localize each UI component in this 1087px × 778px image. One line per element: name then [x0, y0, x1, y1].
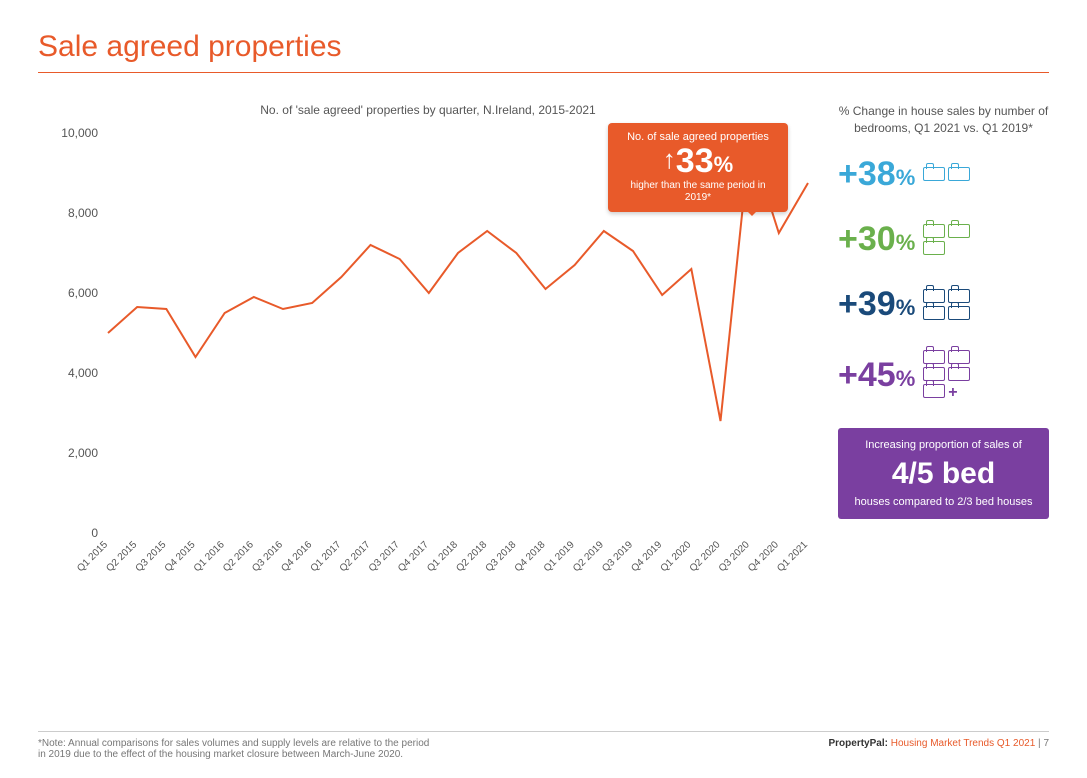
stat-percent: % — [896, 295, 916, 320]
callout-bottom: higher than the same period in 2019* — [618, 180, 778, 204]
bed-icon — [923, 306, 945, 320]
svg-text:Q3 2016: Q3 2016 — [250, 539, 285, 574]
box-bottom: houses compared to 2/3 bed houses — [855, 496, 1033, 508]
svg-text:Q1 2018: Q1 2018 — [425, 539, 460, 574]
stat-number: +45 — [838, 356, 896, 394]
svg-text:Q2 2019: Q2 2019 — [571, 539, 606, 574]
stat-number: +38 — [838, 155, 896, 193]
svg-text:Q2 2018: Q2 2018 — [454, 539, 489, 574]
svg-text:10,000: 10,000 — [61, 126, 98, 140]
svg-text:Q2 2017: Q2 2017 — [338, 539, 373, 574]
bed-icons — [923, 167, 993, 181]
svg-text:Q4 2018: Q4 2018 — [513, 539, 548, 574]
svg-text:Q4 2016: Q4 2016 — [279, 539, 314, 574]
stat-percent: % — [896, 165, 916, 190]
svg-text:Q1 2021: Q1 2021 — [775, 539, 810, 574]
svg-text:4,000: 4,000 — [68, 366, 98, 380]
svg-text:Q1 2017: Q1 2017 — [309, 539, 344, 574]
svg-text:Q4 2019: Q4 2019 — [629, 539, 664, 574]
footer-right: PropertyPal: Housing Market Trends Q1 20… — [828, 738, 1049, 760]
stat-row: +39% — [838, 285, 1049, 324]
bed-icon — [923, 167, 945, 181]
box-big: 4/5 bed — [848, 454, 1039, 493]
chart-title: No. of 'sale agreed' properties by quart… — [38, 103, 818, 117]
bed-icons — [923, 289, 993, 320]
bed-icon — [948, 306, 970, 320]
svg-text:8,000: 8,000 — [68, 206, 98, 220]
svg-text:Q3 2018: Q3 2018 — [484, 539, 519, 574]
stat-percent: % — [896, 230, 916, 255]
svg-text:Q3 2017: Q3 2017 — [367, 539, 402, 574]
svg-text:2,000: 2,000 — [68, 446, 98, 460]
svg-text:Q1 2015: Q1 2015 — [75, 539, 110, 574]
stat-row: +45% + — [838, 350, 1049, 402]
svg-text:Q1 2016: Q1 2016 — [192, 539, 227, 574]
bed-icon — [923, 289, 945, 303]
svg-text:Q4 2020: Q4 2020 — [746, 539, 781, 574]
bed-icons: + — [923, 350, 993, 402]
page-title: Sale agreed properties — [38, 30, 1049, 64]
arrow-up-icon: ↑ — [663, 144, 676, 174]
chart-wrap: No. of sale agreed properties ↑33% highe… — [38, 123, 818, 623]
box-top: Increasing proportion of sales of — [865, 439, 1022, 451]
svg-text:Q2 2016: Q2 2016 — [221, 539, 256, 574]
bed-icons — [923, 224, 993, 255]
bed-icon — [923, 224, 945, 238]
svg-text:Q2 2020: Q2 2020 — [688, 539, 723, 574]
bed-icon — [923, 350, 945, 364]
stats-list: +38%+30%+39%+45%+ — [838, 155, 1049, 402]
svg-text:Q3 2020: Q3 2020 — [717, 539, 752, 574]
svg-text:Q2 2015: Q2 2015 — [104, 539, 139, 574]
svg-text:Q3 2019: Q3 2019 — [600, 539, 635, 574]
page-footer: *Note: Annual comparisons for sales volu… — [38, 731, 1049, 760]
stat-value: +38% — [838, 155, 915, 194]
callout-value: 33 — [676, 142, 714, 180]
footer-brand: PropertyPal: — [828, 738, 887, 749]
svg-text:Q1 2019: Q1 2019 — [542, 539, 577, 574]
svg-text:Q4 2015: Q4 2015 — [163, 539, 198, 574]
bed-icon — [948, 367, 970, 381]
svg-text:6,000: 6,000 — [68, 286, 98, 300]
callout-percent: % — [714, 152, 734, 177]
footer-page: 7 — [1043, 738, 1049, 749]
bed-icon — [948, 167, 970, 181]
side-title: % Change in house sales by number of bed… — [838, 103, 1049, 137]
stat-percent: % — [896, 366, 916, 391]
stat-number: +39 — [838, 285, 896, 323]
stat-number: +30 — [838, 220, 896, 258]
bed-icon — [948, 350, 970, 364]
callout-mid: ↑33% — [618, 143, 778, 180]
stat-row: +30% — [838, 220, 1049, 259]
svg-text:0: 0 — [91, 526, 98, 540]
stat-value: +45% — [838, 356, 915, 395]
title-divider — [38, 72, 1049, 73]
bed-icon — [923, 241, 945, 255]
side-column: % Change in house sales by number of bed… — [838, 103, 1049, 623]
stat-value: +30% — [838, 220, 915, 259]
bed-icon — [923, 367, 945, 381]
chart-column: No. of 'sale agreed' properties by quart… — [38, 103, 818, 623]
svg-text:Q4 2017: Q4 2017 — [396, 539, 431, 574]
chart-callout: No. of sale agreed properties ↑33% highe… — [608, 123, 788, 212]
bed-icon — [948, 224, 970, 238]
bed-icon — [923, 384, 945, 398]
footer-sub: Housing Market Trends Q1 2021 — [891, 738, 1036, 749]
stat-row: +38% — [838, 155, 1049, 194]
footer-divider — [38, 731, 1049, 732]
stat-value: +39% — [838, 285, 915, 324]
bed-icon — [948, 289, 970, 303]
svg-text:Q3 2015: Q3 2015 — [134, 539, 169, 574]
plus-icon: + — [948, 384, 957, 402]
footnote: *Note: Annual comparisons for sales volu… — [38, 738, 429, 760]
svg-text:Q1 2020: Q1 2020 — [659, 539, 694, 574]
content-row: No. of 'sale agreed' properties by quart… — [38, 103, 1049, 623]
proportion-box: Increasing proportion of sales of 4/5 be… — [838, 428, 1049, 520]
